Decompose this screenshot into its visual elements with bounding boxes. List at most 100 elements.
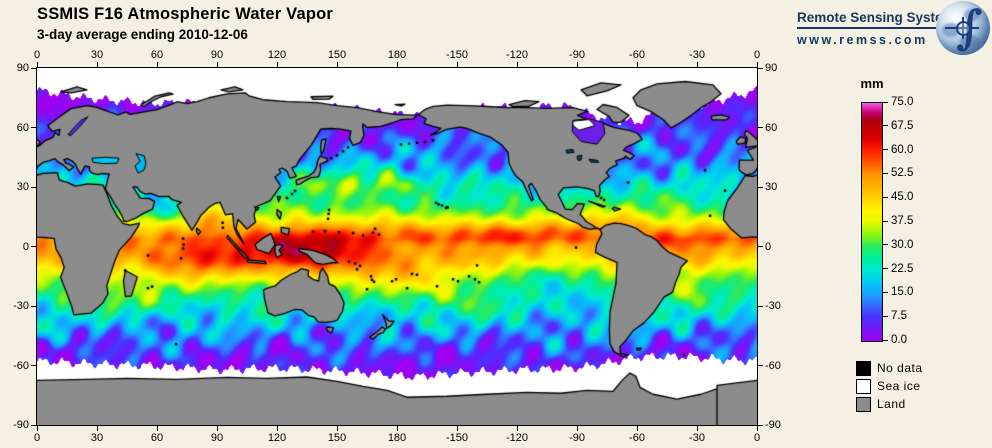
- legend-label: Sea ice: [877, 379, 921, 393]
- lon-tick-mark-top: [516, 62, 518, 68]
- colorbar-tick-label: 7.5: [891, 310, 907, 323]
- colorbar-tick-label: 75.0: [891, 96, 914, 108]
- colorbar-tick-mark: [882, 268, 888, 270]
- lon-tick-label-bottom: 180: [387, 432, 407, 444]
- page-title: SSMIS F16 Atmospheric Water Vapor: [37, 5, 334, 23]
- colorbar-tick-label: 60.0: [891, 143, 914, 156]
- legend-label: No data: [877, 361, 923, 375]
- legend-label: Land: [877, 397, 906, 411]
- colorbar-tick-label: 30.0: [891, 238, 914, 251]
- lat-tick-label-left: -60: [13, 359, 29, 372]
- lon-tick-label-top: 60: [150, 49, 164, 61]
- lon-tick-mark-top: [396, 62, 398, 68]
- lat-tick-label-right: 30: [765, 181, 778, 193]
- map-canvas: [36, 67, 758, 426]
- lon-tick-label-top: -150: [445, 49, 469, 61]
- lat-tick-mark-right: [757, 67, 763, 69]
- lat-tick-label-left: 30: [16, 181, 29, 193]
- lon-tick-label-top: -60: [629, 49, 645, 61]
- colorbar-tick-mark: [882, 315, 888, 317]
- brand-name: Remote Sensing Systems: [797, 10, 963, 29]
- lon-tick-label-bottom: 120: [267, 432, 287, 444]
- lon-tick-label-bottom: 60: [150, 432, 164, 444]
- lon-tick-mark-bottom: [36, 425, 38, 431]
- lon-tick-label-bottom: 0: [753, 432, 761, 444]
- colorbar-tick-mark: [882, 196, 888, 198]
- lat-tick-mark-left: [31, 424, 37, 426]
- lon-tick-mark-bottom: [576, 425, 578, 431]
- lat-tick-label-right: -30: [765, 300, 781, 312]
- lat-tick-label-right: 0: [765, 240, 772, 253]
- globe-ocean-blotch: [960, 35, 980, 47]
- lon-tick-label-top: -30: [689, 49, 705, 61]
- colorbar-tick-label: 37.5: [891, 215, 914, 227]
- lat-tick-label-left: 0: [22, 240, 29, 253]
- lat-tick-mark-left: [31, 186, 37, 188]
- lat-tick-mark-right: [757, 305, 763, 307]
- colorbar-tick-mark: [882, 220, 888, 222]
- legend-item: Land: [856, 397, 976, 412]
- globe-ocean-blotch: [964, 9, 980, 21]
- lon-tick-mark-top: [276, 62, 278, 68]
- lon-tick-label-bottom: -90: [569, 432, 585, 444]
- lon-tick-mark-bottom: [336, 425, 338, 431]
- lon-tick-mark-bottom: [696, 425, 698, 431]
- legend-item: Sea ice: [856, 379, 976, 394]
- lon-tick-label-bottom: -120: [505, 432, 529, 444]
- lat-tick-label-left: 60: [16, 121, 29, 134]
- lon-tick-mark-top: [576, 62, 578, 68]
- lon-tick-mark-top: [696, 62, 698, 68]
- lat-tick-label-left: 90: [16, 62, 29, 74]
- lon-tick-label-top: -120: [505, 49, 529, 61]
- lon-tick-label-bottom: -30: [689, 432, 705, 444]
- colorbar-tick-label: 67.5: [891, 119, 914, 132]
- colorbar-tick-mark: [882, 339, 888, 341]
- lon-tick-mark-top: [156, 62, 158, 68]
- lon-tick-mark-bottom: [636, 425, 638, 431]
- colorbar-tick-mark: [882, 101, 888, 103]
- lat-tick-label-left: -90: [13, 419, 29, 431]
- earth-globe-logo-icon: ∫: [936, 0, 990, 55]
- colorbar-tick-label: 45.0: [891, 191, 914, 204]
- lon-tick-label-bottom: -60: [629, 432, 645, 444]
- legend-swatch: [856, 361, 871, 376]
- lon-tick-mark-top: [456, 62, 458, 68]
- crosshair-ring-icon: [956, 21, 971, 36]
- lat-tick-mark-right: [757, 246, 763, 247]
- colorbar: [861, 102, 883, 342]
- lon-tick-mark-top: [36, 62, 38, 68]
- lon-tick-label-top: 150: [327, 49, 347, 61]
- lat-tick-label-right: 90: [765, 62, 778, 74]
- colorbar-tick-label: 22.5: [891, 262, 914, 275]
- lon-tick-label-top: -90: [569, 49, 585, 61]
- colorbar-tick-mark: [882, 172, 888, 174]
- lon-tick-label-top: 90: [210, 49, 224, 61]
- lon-tick-label-top: 30: [90, 49, 104, 61]
- lat-tick-mark-right: [757, 186, 763, 188]
- lon-tick-label-bottom: 150: [327, 432, 347, 444]
- lat-tick-label-right: -90: [765, 419, 781, 431]
- colorbar-tick-mark: [882, 291, 888, 293]
- brand-url-link[interactable]: www.remss.com: [797, 33, 928, 47]
- lon-tick-label-top: 0: [33, 49, 41, 61]
- lon-tick-mark-top: [756, 62, 758, 68]
- lat-tick-label-right: 60: [765, 121, 778, 134]
- lon-tick-mark-bottom: [756, 425, 758, 431]
- lon-tick-mark-top: [96, 62, 98, 68]
- lon-tick-mark-top: [216, 62, 218, 68]
- lat-tick-label-right: -60: [765, 359, 781, 372]
- lon-tick-label-bottom: 0: [33, 432, 41, 444]
- lon-tick-mark-bottom: [216, 425, 218, 431]
- legend-item: No data: [856, 361, 976, 376]
- lat-tick-mark-left: [31, 246, 37, 247]
- colorbar-tick-label: 52.5: [891, 167, 914, 180]
- lon-tick-mark-top: [336, 62, 338, 68]
- lon-tick-label-top: 180: [387, 49, 407, 61]
- lon-tick-label-bottom: -150: [445, 432, 469, 444]
- legend-swatch: [856, 379, 871, 394]
- colorbar-tick-mark: [882, 244, 888, 246]
- lon-tick-label-bottom: 90: [210, 432, 224, 444]
- colorbar-tick-mark: [882, 149, 888, 151]
- lon-tick-mark-bottom: [456, 425, 458, 431]
- legend-swatch: [856, 397, 871, 412]
